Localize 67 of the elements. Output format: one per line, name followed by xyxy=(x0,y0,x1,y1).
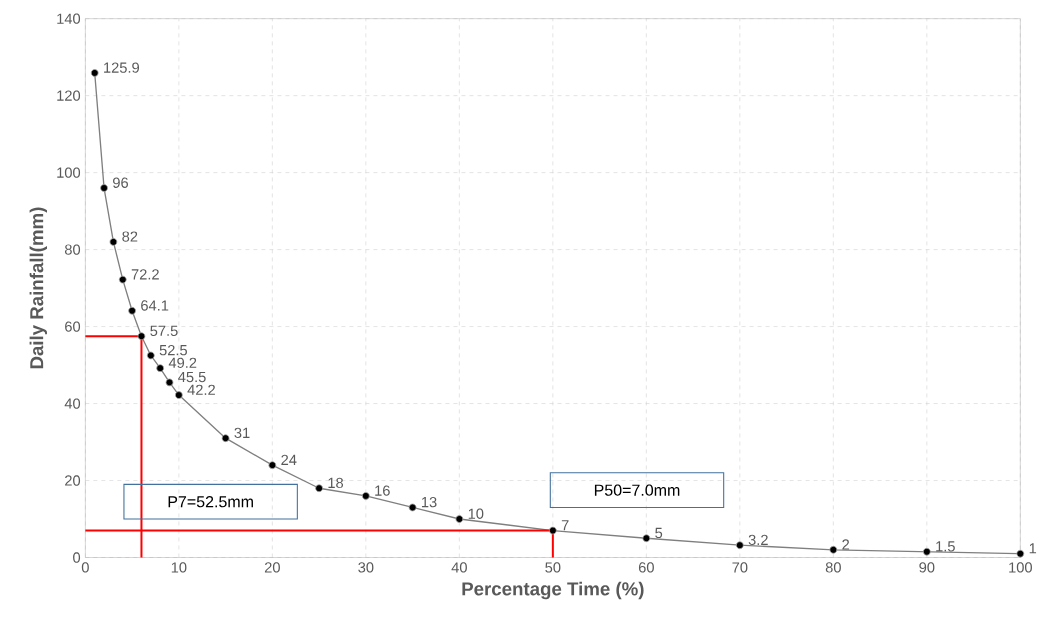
x-tick-label: 100 xyxy=(1009,562,1032,573)
x-tick-label: 40 xyxy=(451,562,467,573)
point xyxy=(548,526,557,535)
x-tick-label: 50 xyxy=(545,562,561,573)
y-tick-label: 0 xyxy=(73,552,81,563)
point xyxy=(174,391,183,400)
point xyxy=(735,541,744,550)
annotation: P7=52.5mm xyxy=(168,496,253,508)
data-label: 1.5 xyxy=(936,541,955,552)
x-tick-label: 20 xyxy=(264,562,280,573)
data-label: 13 xyxy=(421,497,437,508)
x-tick-label: 60 xyxy=(638,562,654,573)
data-label: 24 xyxy=(281,454,297,466)
data-label: 5 xyxy=(655,528,663,539)
point xyxy=(146,351,155,360)
point xyxy=(268,461,277,470)
point xyxy=(1016,550,1025,558)
data-label: 125.9 xyxy=(104,62,139,74)
data-label: 7 xyxy=(561,520,569,531)
y-axis-title: Daily Rainfall(mm) xyxy=(29,207,48,369)
y-tick-label: 20 xyxy=(65,475,81,486)
data-label: 10 xyxy=(468,508,484,520)
point xyxy=(100,184,108,193)
point xyxy=(829,546,838,554)
x-axis-title: Percentage Time (%) xyxy=(462,582,644,600)
point xyxy=(455,515,464,524)
x-tick-label: 70 xyxy=(732,562,748,573)
point xyxy=(109,238,118,246)
point xyxy=(642,534,651,543)
point xyxy=(361,492,370,501)
data-label: 1 xyxy=(1029,543,1037,554)
point xyxy=(137,332,146,341)
y-tick-label: 80 xyxy=(64,244,81,256)
y-tick-label: 120 xyxy=(57,90,81,102)
data-label: 49.2 xyxy=(168,357,197,369)
point xyxy=(128,307,136,315)
data-label: 2 xyxy=(842,539,850,550)
data-label: 96 xyxy=(113,177,128,189)
point xyxy=(90,69,99,78)
x-tick-label: 90 xyxy=(919,562,935,573)
data-label: 64.1 xyxy=(141,300,169,311)
data-label: 31 xyxy=(234,427,250,439)
data-label: 82 xyxy=(122,231,138,242)
data-label: 72.2 xyxy=(131,269,159,280)
data-label: 57.5 xyxy=(150,325,178,337)
point xyxy=(922,548,931,556)
data-label: 3.2 xyxy=(748,534,768,546)
data-label: 45.5 xyxy=(178,372,206,383)
point xyxy=(221,434,230,443)
point xyxy=(165,378,174,387)
y-tick-label: 140 xyxy=(57,13,81,25)
point xyxy=(408,503,417,512)
y-tick-label: 100 xyxy=(57,167,81,179)
data-label: 52.5 xyxy=(159,345,187,356)
x-tick-label: 80 xyxy=(825,562,841,573)
y-tick-label: 60 xyxy=(65,321,81,333)
point xyxy=(118,275,127,284)
x-tick-label: 30 xyxy=(358,562,374,573)
annotation: P50=7.0mm xyxy=(594,484,680,497)
x-tick-label: 0 xyxy=(81,562,89,573)
point xyxy=(315,484,323,493)
y-tick-label: 40 xyxy=(64,398,81,409)
data-label: 42.2 xyxy=(187,384,215,396)
data-label: 16 xyxy=(375,485,390,497)
data-label: 18 xyxy=(328,477,344,489)
point xyxy=(156,364,165,373)
x-tick-label: 10 xyxy=(171,562,187,573)
